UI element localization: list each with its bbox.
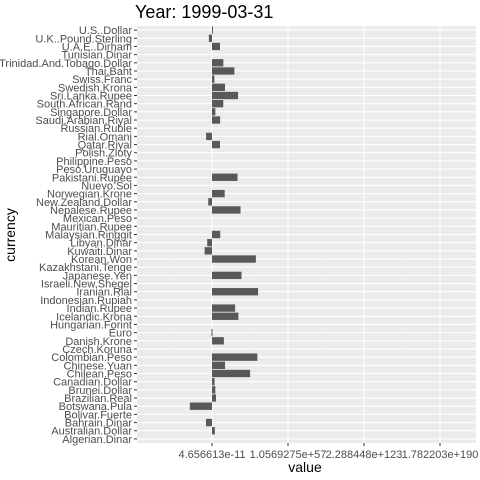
y-tick-label: Australian.Dollar [51,426,132,438]
bar [212,394,217,402]
y-tick-label: New.Zealand.Dollar [36,197,132,209]
y-axis-ticks: U.S..DollarU.K..Pound.SterlingU.A.E..Dir… [0,25,137,446]
y-tick-label: Sri.Lanka.Rupee [50,91,132,103]
bar [212,91,239,100]
y-tick-label: U.S..Dollar [79,25,133,37]
bar [212,304,236,312]
y-tick-label: Brazilian.Real [64,393,132,405]
major-gridlines [137,26,476,443]
bar [212,116,221,124]
bar [212,206,241,214]
y-tick-label: Israeli.New.Shegel [41,279,132,291]
y-axis-title: currency [2,208,18,262]
bar [212,377,215,386]
y-tick-label: Iranian.Rial [76,287,132,299]
bar [212,83,225,92]
x-tick-label: 2.288448e+123 [326,449,403,461]
bar [212,59,224,67]
y-tick-label: Mauritian.Rupee [51,221,132,233]
y-tick-label: Czech.Koruna [62,344,133,356]
y-tick-label: Pakistani.Rupee [52,172,132,184]
bar [212,288,259,296]
y-tick-label: Chinese.Yuan [64,360,133,372]
y-tick-label: Colombian.Peso [51,352,132,364]
x-tick-label: 1.782203e+190 [402,449,479,461]
y-tick-label: Peso.Uruguayo [56,164,132,176]
y-tick-label: Singapore.Dollar [50,107,132,119]
y-tick-label: Kuwaiti.Dinar [67,246,132,258]
bar [212,312,239,320]
bar [205,418,212,427]
y-tick-label: Saudi.Arabian.Riyal [35,115,132,127]
y-tick-label: Brunei.Dollar [68,385,132,397]
bar [212,386,216,394]
y-tick-label: Korean.Won [71,254,132,266]
bar [212,108,216,116]
y-tick-label: Hungarian.Forint [50,319,132,331]
y-tick-label: Swedish.Krona [58,82,133,94]
bar [212,271,242,280]
bars [189,26,259,435]
y-tick-label: Japanese.Yen [63,270,132,282]
y-tick-label: South.African.Rand [37,99,132,111]
bar [212,427,215,435]
y-tick-label: Thai.Baht [85,66,132,78]
y-tick-label: Mexican.Peso [63,213,132,225]
bar [212,337,224,345]
y-tick-label: Bahrain.Dinar [65,418,133,430]
x-axis-ticks: 4.656613e-11 1.0569275e+57 2.288448e+123 1.… [178,443,478,461]
bar [212,230,221,239]
bar [212,361,226,370]
y-tick-label: Algerian.Dinar [62,434,132,446]
bar [211,328,213,337]
bar [212,173,238,181]
y-tick-label: Trinidad.And.Tobago.Dollar [0,58,132,70]
y-tick-label: Nepalese.Rupee [50,205,132,217]
bar [212,26,213,34]
y-tick-label: Danish.Krone [65,336,132,348]
y-tick-label: Nuevo.Sol [81,180,132,192]
y-tick-label: Libyan.Dinar [70,238,132,250]
bar [212,75,215,83]
y-tick-label: Russian.Ruble [60,123,132,135]
y-tick-label: Polish.Zloty [75,148,132,160]
bar [207,238,212,247]
bar [212,140,220,149]
bar [212,189,225,198]
bar [189,402,212,410]
bar [208,198,212,206]
bar [206,132,212,141]
x-tick-label: 4.656613e-11 [178,449,245,461]
y-tick-label: Tunisian.Dinar [61,50,132,62]
y-tick-label: Euro [109,328,132,340]
y-tick-label: Swiss.Franc [72,74,132,86]
y-tick-label: Bolivar.Fuerte [64,409,132,421]
y-tick-label: Canadian.Dollar [53,377,132,389]
bar [212,353,258,361]
y-tick-label: Kazakhstani.Tenge [39,262,132,274]
bar [212,255,256,263]
bar [212,99,224,108]
y-tick-label: Indonesian.Rupiah [40,295,132,307]
bar [212,369,251,378]
bar [212,42,221,51]
y-tick-label: Norwegian.Krone [47,189,132,201]
y-tick-label: Malaysian.Ringgit [45,230,132,242]
y-tick-label: Philippine.Peso [56,156,132,168]
x-tick-label: 1.0569275e+57 [250,449,327,461]
y-tick-label: Icelandic.Krona [56,311,133,323]
y-tick-label: Indian.Rupee [67,303,132,315]
chart-title: Year: 1999-03-31 [135,2,273,22]
x-axis-title: value [288,459,322,475]
y-tick-label: Qatar.Riyal [78,140,132,152]
y-tick-label: Chilean.Peso [67,369,132,381]
bar [208,34,212,42]
bar [204,247,212,255]
y-tick-label: U.A.E..Dirham [62,41,132,53]
y-tick-label: Botswana.Pula [59,401,133,413]
y-tick-label: Rial.Omani [78,131,132,143]
bar [212,67,235,75]
y-tick-label: U.K..Pound.Sterling [35,33,132,45]
